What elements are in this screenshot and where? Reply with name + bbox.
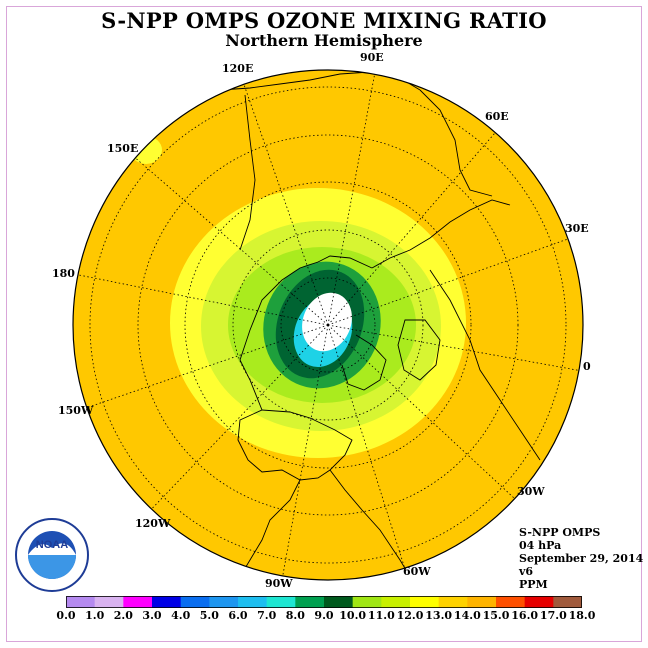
color-scale-segment <box>238 596 268 608</box>
color-scale-border <box>66 596 582 608</box>
color-scale-tick-label: 17.0 <box>539 609 567 622</box>
color-scale-segment <box>123 596 153 608</box>
color-scale-tick-label: 0.0 <box>56 609 76 622</box>
lon-label-90e: 90E <box>360 51 384 64</box>
color-scale-tick-label: 5.0 <box>199 609 219 622</box>
lon-label-30w: 30W <box>517 485 545 498</box>
color-scale-tick-label: 12.0 <box>396 609 424 622</box>
color-scale-segment <box>381 596 411 608</box>
color-scale-segment <box>94 596 124 608</box>
lon-label-0: 0 <box>583 360 591 373</box>
lon-label-60e: 60E <box>485 110 509 123</box>
ozone-no-data <box>302 292 352 352</box>
color-scale-tick-label: 2.0 <box>113 609 133 622</box>
color-scale-segment <box>152 596 182 608</box>
lon-label-150e: 150E <box>107 142 139 155</box>
graticule <box>73 70 583 580</box>
color-scale-tick-label: 16.0 <box>511 609 539 622</box>
color-scale-segment <box>352 596 382 608</box>
color-scale-tick-label: 1.0 <box>85 609 105 622</box>
color-scale-bar <box>66 596 582 608</box>
color-scale-segment <box>66 596 96 608</box>
color-scale-tick-label: 4.0 <box>171 609 191 622</box>
noaa-logo: NOAA <box>15 518 89 592</box>
color-scale-tick-label: 13.0 <box>425 609 453 622</box>
color-scale-tick-label: 8.0 <box>285 609 305 622</box>
color-scale-tick-label: 6.0 <box>228 609 248 622</box>
color-scale-segment <box>266 596 296 608</box>
lon-label-30e: 30E <box>565 222 589 235</box>
color-scale-tick-label: 15.0 <box>482 609 510 622</box>
info-date: September 29, 2014 <box>519 552 644 565</box>
product-info: S-NPP OMPS 04 hPa September 29, 2014 v6 … <box>519 526 643 591</box>
map-title: S-NPP OMPS OZONE MIXING RATIO <box>101 8 547 33</box>
info-instrument: S-NPP OMPS <box>519 526 601 539</box>
color-scale-tick-label: 11.0 <box>367 609 395 622</box>
lon-label-120w: 120W <box>135 517 171 530</box>
lon-label-90w: 90W <box>265 577 293 590</box>
color-scale-tick-label: 7.0 <box>257 609 277 622</box>
color-scale-segment <box>295 596 325 608</box>
color-scale-tick-label: 9.0 <box>314 609 334 622</box>
lon-label-180: 180 <box>52 267 75 280</box>
color-scale-tick-label: 3.0 <box>142 609 162 622</box>
map-subtitle: Northern Hemisphere <box>225 31 423 50</box>
color-scale-segment <box>180 596 210 608</box>
color-scale-segment <box>467 596 497 608</box>
color-scale-segment <box>209 596 239 608</box>
noaa-logo-text: NOAA <box>36 539 68 551</box>
lon-label-60w: 60W <box>403 565 431 578</box>
map-boundary <box>72 69 584 581</box>
color-scale-segment <box>410 596 440 608</box>
plot-frame <box>6 6 642 642</box>
color-scale-tick-label: 18.0 <box>568 609 596 622</box>
info-units: PPM <box>519 578 548 591</box>
color-scale-segment <box>553 596 582 608</box>
color-scale-segment <box>524 596 554 608</box>
color-scale-tick-label: 14.0 <box>453 609 481 622</box>
color-scale-segment <box>324 596 354 608</box>
info-version: v6 <box>519 565 534 578</box>
color-scale-segment <box>438 596 468 608</box>
lon-label-150w: 150W <box>58 404 94 417</box>
info-level: 04 hPa <box>519 539 562 552</box>
color-scale-tick-label: 10.0 <box>339 609 367 622</box>
lon-label-120e: 120E <box>222 62 254 75</box>
color-scale-segment <box>496 596 526 608</box>
